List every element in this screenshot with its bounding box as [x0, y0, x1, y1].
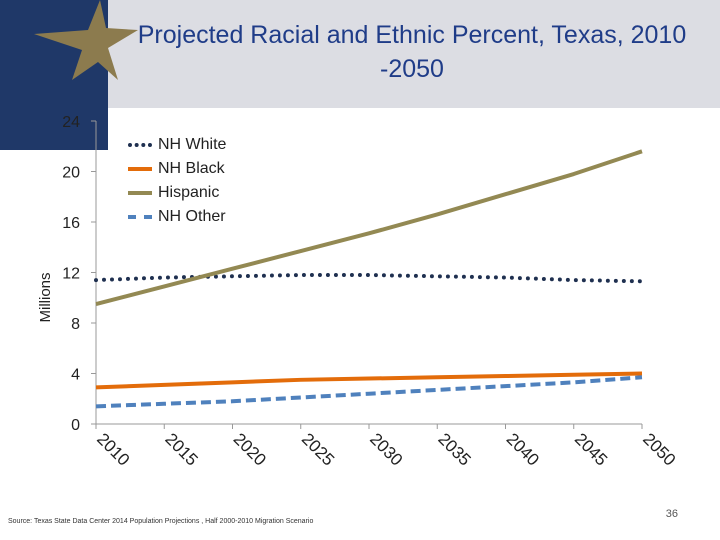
legend-swatch-hispanic: [128, 191, 152, 195]
legend-label-hispanic: Hispanic: [158, 184, 220, 201]
slide-title: Projected Racial and Ethnic Percent, Tex…: [137, 21, 687, 83]
chart-series: [94, 149, 644, 409]
legend-item-nh-other: NH Other: [128, 205, 240, 229]
star-logo: [34, 0, 138, 80]
x-tick-label: 2020: [230, 429, 270, 469]
legend-item-nh-white: NH White: [128, 133, 240, 157]
y-tick-label: 0: [71, 417, 80, 434]
x-tick-label: 2025: [298, 429, 338, 469]
legend-swatch-nh-black: [128, 167, 152, 171]
legend-label-nh-other: NH Other: [158, 208, 226, 225]
source-note: Source: Texas State Data Center 2014 Pop…: [8, 518, 314, 525]
legend-item-nh-black: NH Black: [128, 157, 240, 181]
y-tick-label: 12: [62, 266, 80, 283]
series-line-nh-white: [94, 273, 644, 284]
legend-label-nh-white: NH White: [158, 136, 227, 153]
x-tick-label: 2035: [434, 429, 474, 469]
x-tick-label: 2040: [503, 429, 543, 469]
y-axis-label: Millions: [37, 272, 54, 322]
y-tick-label: 4: [71, 367, 80, 384]
series-line-nh-black: [95, 371, 643, 390]
legend-item-hispanic: Hispanic: [128, 181, 240, 205]
series-line-hispanic: [95, 149, 643, 306]
chart-legend: NH White NH Black Hispanic NH Other: [128, 133, 240, 229]
header-band: [0, 0, 720, 108]
y-tick-label: 16: [62, 215, 80, 232]
y-tick-label: 24: [62, 114, 80, 131]
x-tick-label: 2015: [161, 429, 201, 469]
x-tick-label: 2045: [571, 429, 611, 469]
y-tick-label: 20: [62, 165, 80, 182]
legend-label-nh-black: NH Black: [158, 160, 225, 177]
x-tick-label: 2030: [366, 429, 406, 469]
legend-swatch-nh-white: [128, 143, 152, 147]
series-line-nh-other: [95, 375, 643, 409]
legend-swatch-nh-other: [128, 215, 152, 219]
y-tick-label: 8: [71, 316, 80, 333]
page-number: 36: [665, 508, 678, 520]
x-tick-label: 2010: [93, 429, 133, 469]
x-tick-label: 2050: [639, 429, 679, 469]
